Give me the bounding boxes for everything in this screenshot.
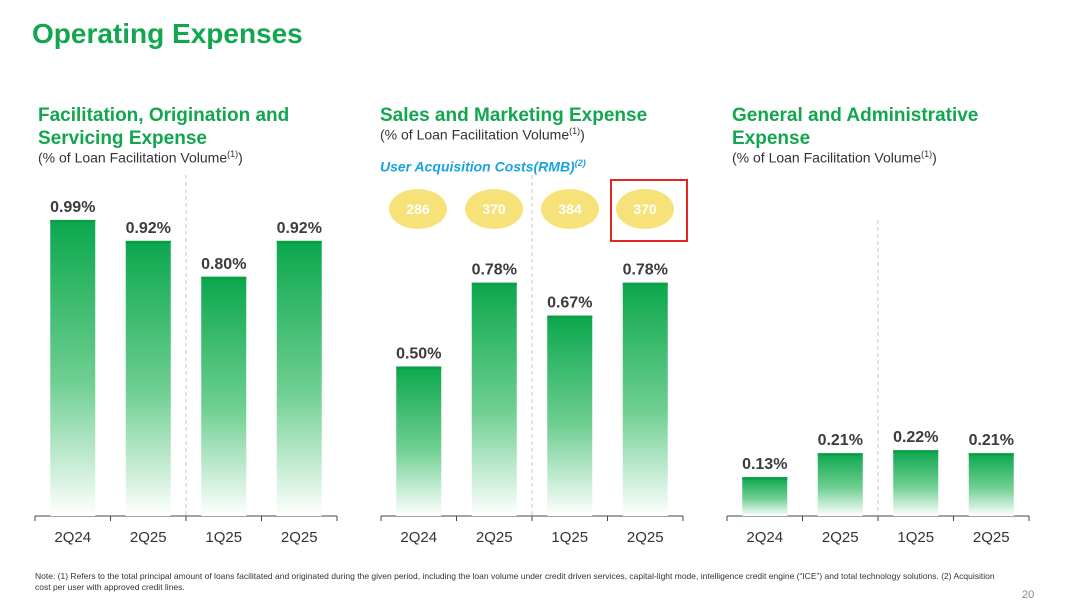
panel-2-title: Sales and Marketing Expense: [380, 104, 647, 127]
bar-top-edge: [396, 366, 442, 369]
bar-top-edge: [968, 453, 1014, 456]
panel-1-title-line2: Servicing Expense: [38, 128, 207, 149]
data-label: 0.21%: [969, 432, 1014, 449]
category-label: 2Q24: [54, 529, 91, 546]
category-label: 2Q24: [400, 529, 437, 546]
category-label: 2Q25: [130, 529, 167, 546]
panel-1-subtitle-text: (% of Loan Facilitation Volume: [38, 149, 228, 166]
data-label: 0.22%: [893, 429, 938, 446]
panel-3-subtitle: (% of Loan Facilitation Volume(1)): [732, 149, 937, 166]
category-label: 2Q25: [281, 529, 318, 546]
bar-2q25: [125, 240, 171, 516]
category-label: 2Q25: [476, 529, 513, 546]
bar-top-edge: [622, 282, 668, 286]
chart-layer: 0.99%2Q240.92%2Q250.80%1Q250.92%2Q250.50…: [34, 175, 1030, 546]
panel-3-subtitle-footnote: (1): [921, 149, 933, 159]
panel-1-subtitle-footnote: (1): [227, 149, 239, 159]
data-label: 0.78%: [623, 262, 668, 279]
data-label: 0.92%: [126, 220, 171, 237]
bar-2q24: [50, 219, 96, 516]
category-label: 2Q25: [627, 529, 664, 546]
category-label: 2Q25: [973, 529, 1010, 546]
chart-panel-1: 0.99% 2Q24 0.92% 2Q25 0.80% 1Q25 0.92% 2Q25: [34, 175, 338, 546]
data-label: 0.99%: [50, 199, 95, 216]
bar-2q25: [471, 282, 517, 516]
category-label: 2Q24: [746, 529, 783, 546]
chart-panel-3: 0.13% 2Q24 0.21% 2Q25 0.22% 1Q25 0.21% 2Q25: [726, 220, 1030, 546]
user-acquisition-footnote: (2): [574, 158, 586, 168]
panel-3-title: General and Administrative Expense: [732, 104, 978, 150]
bar-top-edge: [125, 240, 171, 244]
panel-2-subtitle-footnote: (1): [569, 126, 581, 136]
panel-2-subtitle: (% of Loan Facilitation Volume(1)): [380, 126, 585, 143]
bar-2q24: [742, 477, 788, 516]
category-label: 1Q25: [205, 529, 242, 546]
category-label: 1Q25: [897, 529, 934, 546]
category-label: 2Q25: [822, 529, 859, 546]
bar-top-edge: [50, 219, 96, 223]
panel-1-title-line1: Facilitation, Origination and: [38, 105, 290, 126]
panel-2-title-line1: Sales and Marketing Expense: [380, 105, 648, 126]
data-label: 0.21%: [818, 432, 863, 449]
panel-2-subtitle-text: (% of Loan Facilitation Volume: [380, 126, 570, 143]
bar-top-edge: [201, 276, 247, 280]
panel-1-subtitle-end: ): [238, 149, 243, 166]
chart-panel-2: 0.50% 2Q24 0.78% 2Q25 0.67% 1Q25 0.78% 2Q25: [380, 175, 684, 546]
footnote: Note: (1) Refers to the total principal …: [35, 571, 995, 592]
panel-1-title: Facilitation, Origination and Servicing …: [38, 104, 289, 150]
page-title: Operating Expenses: [32, 18, 303, 49]
bar-1q25: [893, 450, 939, 516]
bar-top-edge: [547, 315, 593, 319]
data-label: 0.92%: [277, 220, 322, 237]
bar-2q25: [968, 453, 1014, 516]
user-acquisition-bubble-1: 286: [389, 189, 447, 229]
data-label: 0.13%: [742, 456, 787, 473]
category-label: 1Q25: [551, 529, 588, 546]
panel-3-subtitle-end: ): [932, 149, 937, 166]
highlight-box: [610, 179, 688, 242]
data-label: 0.67%: [547, 295, 592, 312]
bar-2q25: [622, 282, 668, 516]
bar-2q25: [276, 240, 322, 516]
bar-top-edge: [742, 477, 788, 480]
bar-1q25: [201, 276, 247, 516]
bar-top-edge: [893, 450, 939, 453]
user-acquisition-label-text: User Acquisition Costs(RMB): [380, 158, 575, 175]
data-label: 0.80%: [201, 256, 246, 273]
bar-2q25: [817, 453, 863, 516]
panel-1-subtitle: (% of Loan Facilitation Volume(1)): [38, 149, 243, 166]
page-number: 20: [1022, 589, 1035, 601]
panel-3-title-line1: General and Administrative: [732, 105, 979, 126]
user-acquisition-bubble-3: 384: [541, 189, 599, 229]
bar-top-edge: [471, 282, 517, 286]
user-acquisition-bubble-4: 370: [616, 189, 674, 229]
user-acquisition-label: User Acquisition Costs(RMB)(2): [380, 158, 586, 175]
bar-top-edge: [817, 453, 863, 456]
user-acquisition-bubble-2: 370: [465, 189, 523, 229]
panel-3-subtitle-text: (% of Loan Facilitation Volume: [732, 149, 922, 166]
bar-2q24: [396, 366, 442, 516]
bar-top-edge: [276, 240, 322, 244]
panel-3-title-line2: Expense: [732, 128, 811, 149]
data-label: 0.78%: [472, 262, 517, 279]
data-label: 0.50%: [396, 345, 441, 362]
panel-2-subtitle-end: ): [580, 126, 585, 143]
bar-1q25: [547, 315, 593, 516]
